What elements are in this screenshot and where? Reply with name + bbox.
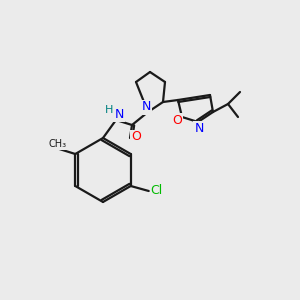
Text: Cl: Cl — [151, 184, 163, 197]
Text: H: H — [105, 105, 113, 115]
Text: N: N — [114, 107, 124, 121]
Text: N: N — [194, 122, 204, 134]
Text: N: N — [141, 100, 151, 113]
Text: O: O — [131, 130, 141, 143]
Text: CH₃: CH₃ — [48, 139, 66, 149]
Text: O: O — [172, 113, 182, 127]
